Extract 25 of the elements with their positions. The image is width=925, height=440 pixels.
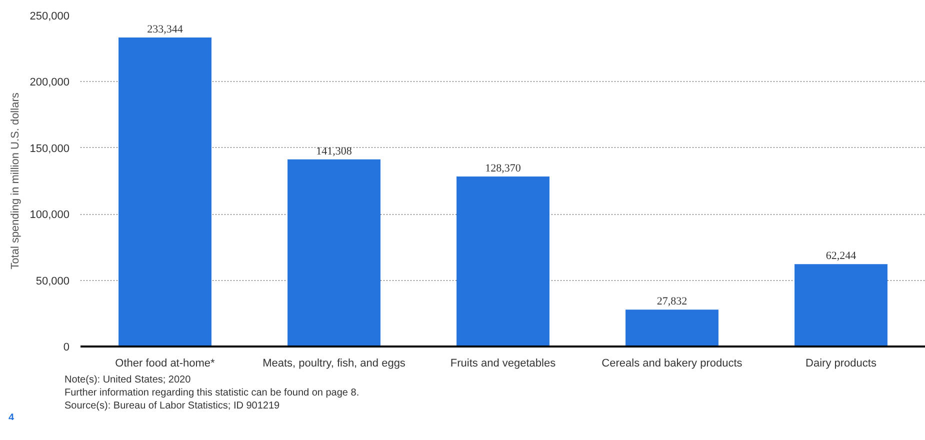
data-label: 128,370: [485, 162, 522, 175]
bar: [626, 310, 718, 346]
text: Note(s): United States; 2020: [64, 374, 192, 386]
data-label: 62,244: [826, 250, 857, 262]
y-tick-label: 250,000: [30, 10, 70, 22]
y-tick-label: 50,000: [36, 275, 70, 288]
x-tick-label: Cereals and bakery products: [602, 358, 743, 370]
y-axis-title: Total spending in million U.S. dollars: [10, 92, 22, 270]
source-note: Source(s): Bureau of Labor Statistics; ID 901219: [64, 400, 280, 412]
y-tick-label: 0: [63, 342, 70, 354]
y-tick-label: 100,000: [30, 209, 70, 222]
y-tick-label: 150,000: [30, 142, 70, 155]
bar: [456, 176, 550, 346]
bar: [288, 159, 380, 346]
x-tick-label: Dairy products: [806, 358, 877, 370]
data-label: 233,344: [147, 24, 184, 36]
x-tick-label: Meats, poultry, fish, and eggs: [262, 358, 406, 370]
text: Further information regarding this statistic can be found on page 8.: [64, 388, 360, 398]
bar: [118, 38, 212, 346]
y-tick-label: 200,000: [30, 76, 70, 89]
bar: [794, 264, 888, 346]
data-label: 141,308: [316, 145, 352, 158]
x-tick-label: Fruits and vegetables: [450, 358, 556, 370]
data-label: 27,832: [656, 296, 688, 308]
x-tick-label: Other food at-home*: [115, 358, 216, 370]
